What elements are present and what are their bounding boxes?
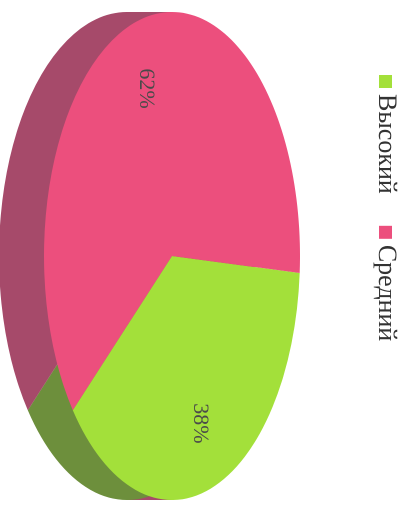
legend: Высокий Средний xyxy=(373,75,402,341)
pie-slice xyxy=(72,256,300,501)
legend-swatch xyxy=(379,75,392,88)
pie-slice xyxy=(44,12,301,411)
legend-label: Средний xyxy=(373,245,402,342)
legend-label: Высокий xyxy=(373,94,402,194)
legend-swatch xyxy=(379,225,392,239)
data-label: 38% xyxy=(189,403,214,443)
data-label: 62% xyxy=(135,68,160,108)
